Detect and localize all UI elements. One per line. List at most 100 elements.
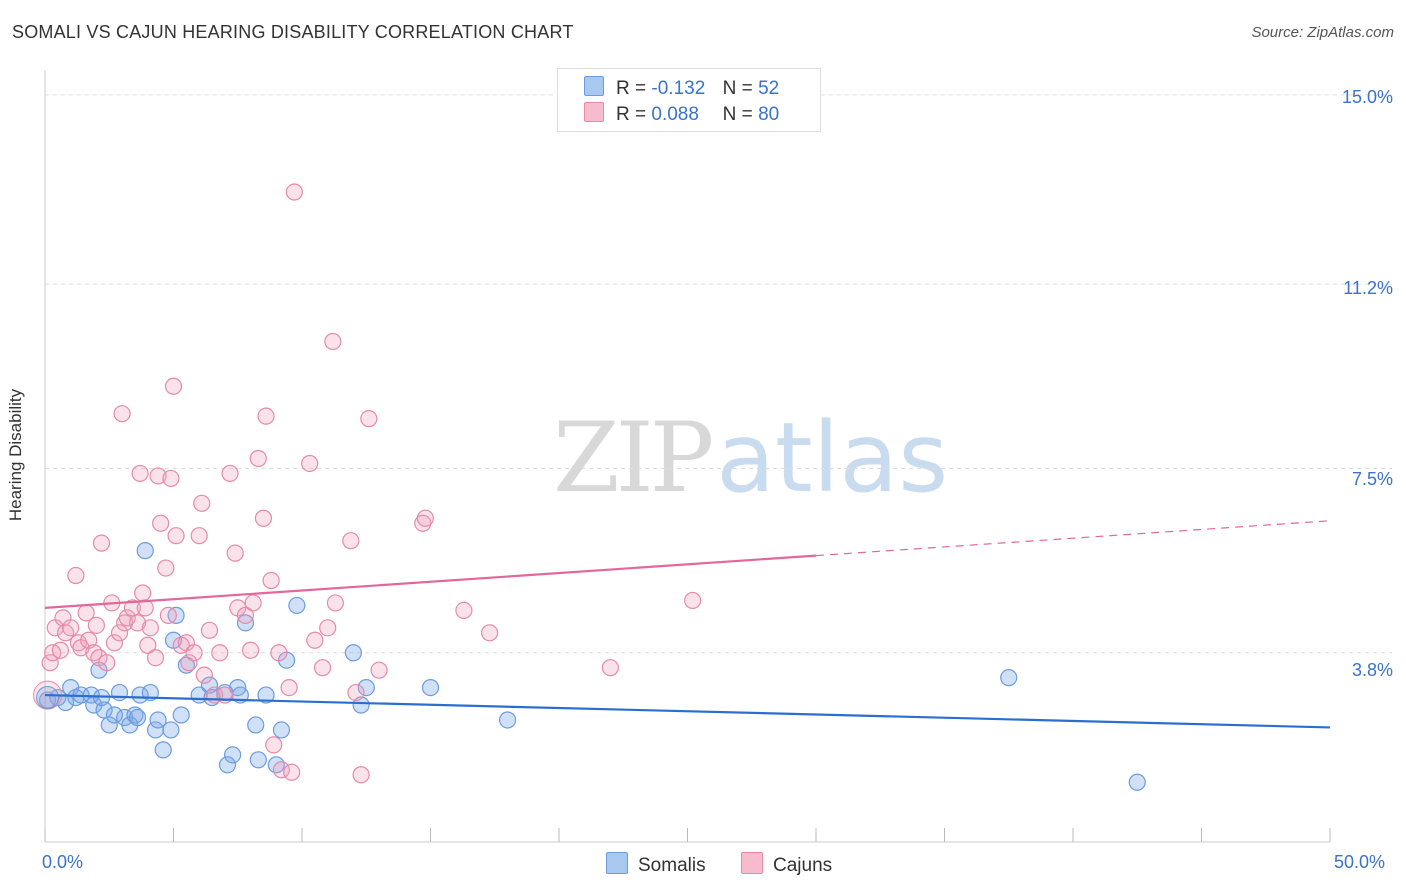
y-tick-label: 11.2%	[1343, 278, 1393, 298]
data-point-cajuns	[69, 634, 88, 652]
bottom-legend-cajuns: Cajuns	[741, 852, 832, 877]
data-point-somalis	[172, 706, 190, 724]
data-point-somalis	[126, 706, 144, 724]
data-point-cajuns	[414, 514, 432, 532]
data-point-cajuns	[319, 619, 337, 637]
data-point-somalis	[105, 706, 123, 724]
data-point-cajuns	[118, 609, 136, 627]
data-point-cajuns	[242, 641, 260, 659]
y-tick-label: 3.8%	[1351, 660, 1393, 680]
data-point-cajuns	[416, 509, 434, 527]
data-point-cajuns	[116, 614, 134, 632]
data-point-cajuns	[236, 606, 255, 624]
data-point-cajuns	[131, 464, 149, 483]
data-point-cajuns	[193, 494, 211, 512]
data-point-cajuns	[157, 559, 175, 577]
data-point-cajuns	[262, 571, 280, 590]
data-point-somalis	[203, 688, 221, 707]
data-point-somalis	[272, 721, 291, 739]
data-point-cajuns	[51, 641, 70, 659]
data-point-cajuns	[85, 644, 103, 662]
data-point-cajuns	[301, 454, 319, 473]
data-point-cajuns	[684, 591, 702, 610]
legend-r-label: R =	[616, 78, 647, 99]
legend-n-label: N =	[722, 104, 753, 125]
data-point-cajuns	[360, 410, 378, 428]
data-point-cajuns	[226, 544, 244, 562]
data-point-cajuns	[272, 761, 291, 779]
data-point-cajuns	[98, 654, 116, 672]
data-point-cajuns	[324, 332, 342, 351]
data-point-somalis	[149, 711, 167, 729]
trend-line-cajuns-extrapolated	[815, 520, 1331, 557]
data-point-cajuns	[185, 644, 203, 662]
y-tick-label: 15.0%	[1341, 87, 1393, 107]
data-point-cajuns	[195, 666, 213, 684]
data-point-cajuns	[283, 763, 301, 781]
legend-r-value: 0.088	[651, 104, 699, 125]
data-point-somalis	[100, 716, 118, 734]
data-point-somalis	[1000, 669, 1018, 687]
data-point-cajuns	[313, 659, 332, 677]
data-point-cajuns	[152, 514, 170, 532]
data-point-cajuns	[62, 619, 80, 637]
data-point-cajuns	[87, 616, 106, 634]
data-point-cajuns	[249, 449, 267, 468]
data-point-cajuns	[254, 509, 273, 527]
data-point-cajuns	[41, 654, 59, 672]
data-point-somalis	[421, 678, 440, 697]
chart-title: SOMALI VS CAJUN HEARING DISABILITY CORRE…	[12, 22, 574, 42]
data-point-cajuns	[347, 683, 365, 702]
data-point-cajuns	[139, 636, 157, 654]
legend-r-value: -0.132	[651, 78, 706, 99]
data-point-cajuns	[92, 534, 111, 552]
data-point-cajuns	[56, 624, 75, 642]
data-point-cajuns	[455, 601, 473, 620]
x-tick-label-max: 50.0%	[1334, 852, 1386, 872]
bottom-legend-swatch-somalis	[606, 852, 628, 874]
data-point-somalis	[344, 644, 362, 662]
data-point-somalis	[162, 721, 180, 739]
data-point-somalis	[288, 596, 306, 615]
source-label: Source: ZipAtlas.com	[1251, 24, 1394, 41]
y-tick-label: 7.5%	[1351, 469, 1393, 489]
data-point-cajuns	[67, 566, 85, 585]
data-point-cajuns	[190, 527, 208, 545]
data-point-cajuns	[113, 405, 131, 423]
data-point-cajuns	[128, 614, 147, 632]
bottom-legend-swatch-cajuns	[741, 852, 763, 874]
data-point-somalis	[154, 741, 172, 759]
data-point-cajuns	[342, 532, 360, 550]
data-point-cajuns	[244, 594, 262, 612]
data-point-cajuns	[136, 599, 154, 617]
data-point-cajuns	[164, 377, 183, 395]
watermark-zip: ZIP	[553, 402, 714, 514]
legend-swatch-cajuns	[584, 102, 604, 122]
legend-n-label: N =	[722, 78, 753, 99]
bottom-legend-label: Somalis	[638, 855, 706, 876]
data-point-somalis	[36, 686, 60, 710]
data-point-cajuns	[110, 624, 129, 642]
legend-n-value: 80	[758, 104, 780, 125]
legend-r-label: R =	[616, 104, 647, 125]
data-point-somalis	[499, 711, 517, 729]
trend-line-cajuns	[44, 554, 817, 610]
bottom-legend-somalis: Somalis	[606, 852, 706, 877]
legend-n-value: 52	[758, 78, 780, 99]
watermark: ZIPatlas	[553, 402, 948, 514]
data-point-cajuns	[159, 606, 177, 624]
data-point-somalis	[1128, 773, 1146, 791]
data-point-somalis	[131, 686, 149, 704]
data-point-cajuns	[352, 766, 370, 784]
data-point-cajuns	[221, 464, 239, 483]
data-point-somalis	[247, 716, 265, 734]
data-point-cajuns	[370, 661, 388, 679]
data-point-cajuns	[180, 654, 198, 672]
data-point-cajuns	[306, 631, 324, 649]
data-point-cajuns	[211, 644, 229, 662]
data-point-cajuns	[257, 407, 275, 425]
data-point-somalis	[128, 708, 147, 727]
data-point-somalis	[357, 678, 375, 697]
data-point-cajuns	[285, 183, 303, 201]
